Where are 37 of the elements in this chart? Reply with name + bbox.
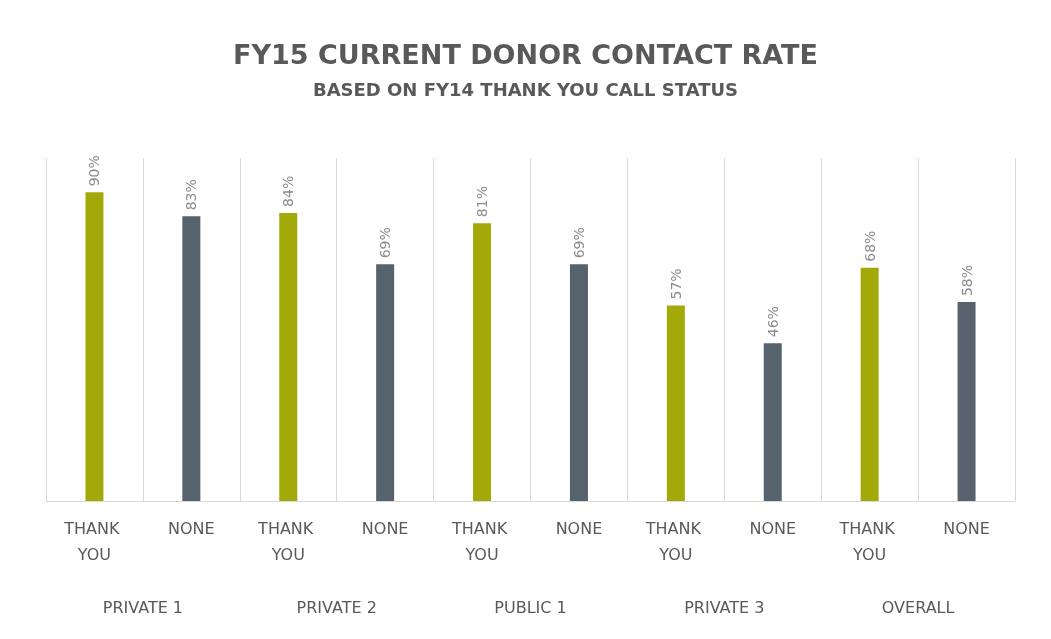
x-tick-label: PRIVATE 1	[102, 597, 184, 617]
bar	[376, 264, 395, 501]
data-label: 46%	[764, 306, 781, 338]
text: THANK YOU	[258, 518, 314, 564]
bar	[473, 223, 492, 501]
bar	[860, 267, 879, 501]
text: NONE	[168, 518, 215, 538]
bar	[957, 302, 976, 501]
bar	[666, 305, 685, 501]
data-label: 69%	[570, 227, 587, 259]
text: NONE	[749, 518, 797, 538]
text: THANK YOU	[64, 518, 120, 564]
data-label: 57%	[667, 268, 684, 300]
series-label: THANK YOU	[644, 518, 706, 564]
bar	[182, 216, 201, 501]
text: NONE	[943, 518, 990, 538]
x-tick-label: PUBLIC 1	[494, 597, 567, 617]
text: NONE	[361, 518, 409, 538]
bar	[569, 264, 588, 501]
text: THANK YOU	[839, 518, 895, 564]
data-label: 83%	[183, 179, 200, 211]
x-tick-label: OVERALL	[881, 597, 955, 617]
bar	[279, 212, 298, 501]
data-label: 90%	[86, 155, 103, 187]
data-label: 58%	[958, 264, 975, 297]
data-label: 84%	[280, 175, 297, 207]
chart-title: FY15 CURRENT DONOR CONTACT RATE	[233, 39, 818, 70]
x-tick-label: PRIVATE 3	[684, 597, 765, 617]
bar	[85, 192, 104, 501]
data-label: 81%	[474, 186, 491, 218]
data-label: 68%	[861, 230, 878, 262]
x-tick-label: PRIVATE 2	[296, 597, 377, 617]
bar	[763, 343, 782, 501]
data-label: 69%	[377, 227, 394, 259]
text: THANK YOU	[451, 518, 508, 564]
series-label: NONE	[555, 518, 603, 538]
chart-subtitle: BASED ON FY14 THANK YOU CALL STATUS	[312, 78, 739, 100]
